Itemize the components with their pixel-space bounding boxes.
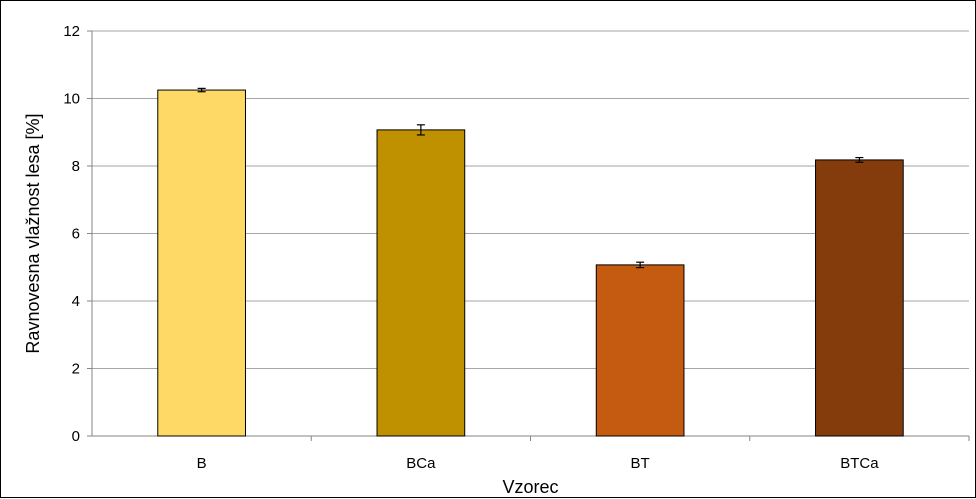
bar-btca xyxy=(815,159,904,437)
y-tick-label-0: 0 xyxy=(72,428,80,445)
x-tick-label-bca: BCa xyxy=(406,455,436,472)
x-tick-label-btca: BTCa xyxy=(840,455,879,472)
error-bar-btca xyxy=(855,156,864,163)
x-tick-labels: B BCa BT BTCa xyxy=(197,455,880,472)
x-tick-label-bt: BT xyxy=(631,455,650,472)
y-tick-label-6: 12 xyxy=(63,23,80,40)
x-tick-label-b: B xyxy=(197,455,207,472)
y-tick-label-2: 4 xyxy=(72,293,80,310)
y-tick-label-4: 8 xyxy=(72,158,80,175)
y-tick-label-1: 2 xyxy=(72,361,80,378)
bar-bt xyxy=(595,264,685,437)
bar-bca xyxy=(376,129,466,437)
y-tick-labels: 0 2 4 6 8 10 12 xyxy=(63,23,80,445)
x-axis-title: Vzorec xyxy=(502,477,558,497)
bar-b xyxy=(157,89,246,437)
y-axis-title: Ravnovesna vlažnost lesa [%] xyxy=(23,113,43,353)
error-bar-bca xyxy=(416,124,425,136)
y-tick-label-5: 10 xyxy=(63,91,80,108)
error-bar-b xyxy=(197,87,206,93)
error-bar-bt xyxy=(636,261,645,269)
y-tick-label-3: 6 xyxy=(72,226,80,243)
bars xyxy=(157,89,904,437)
error-bars xyxy=(197,87,864,269)
